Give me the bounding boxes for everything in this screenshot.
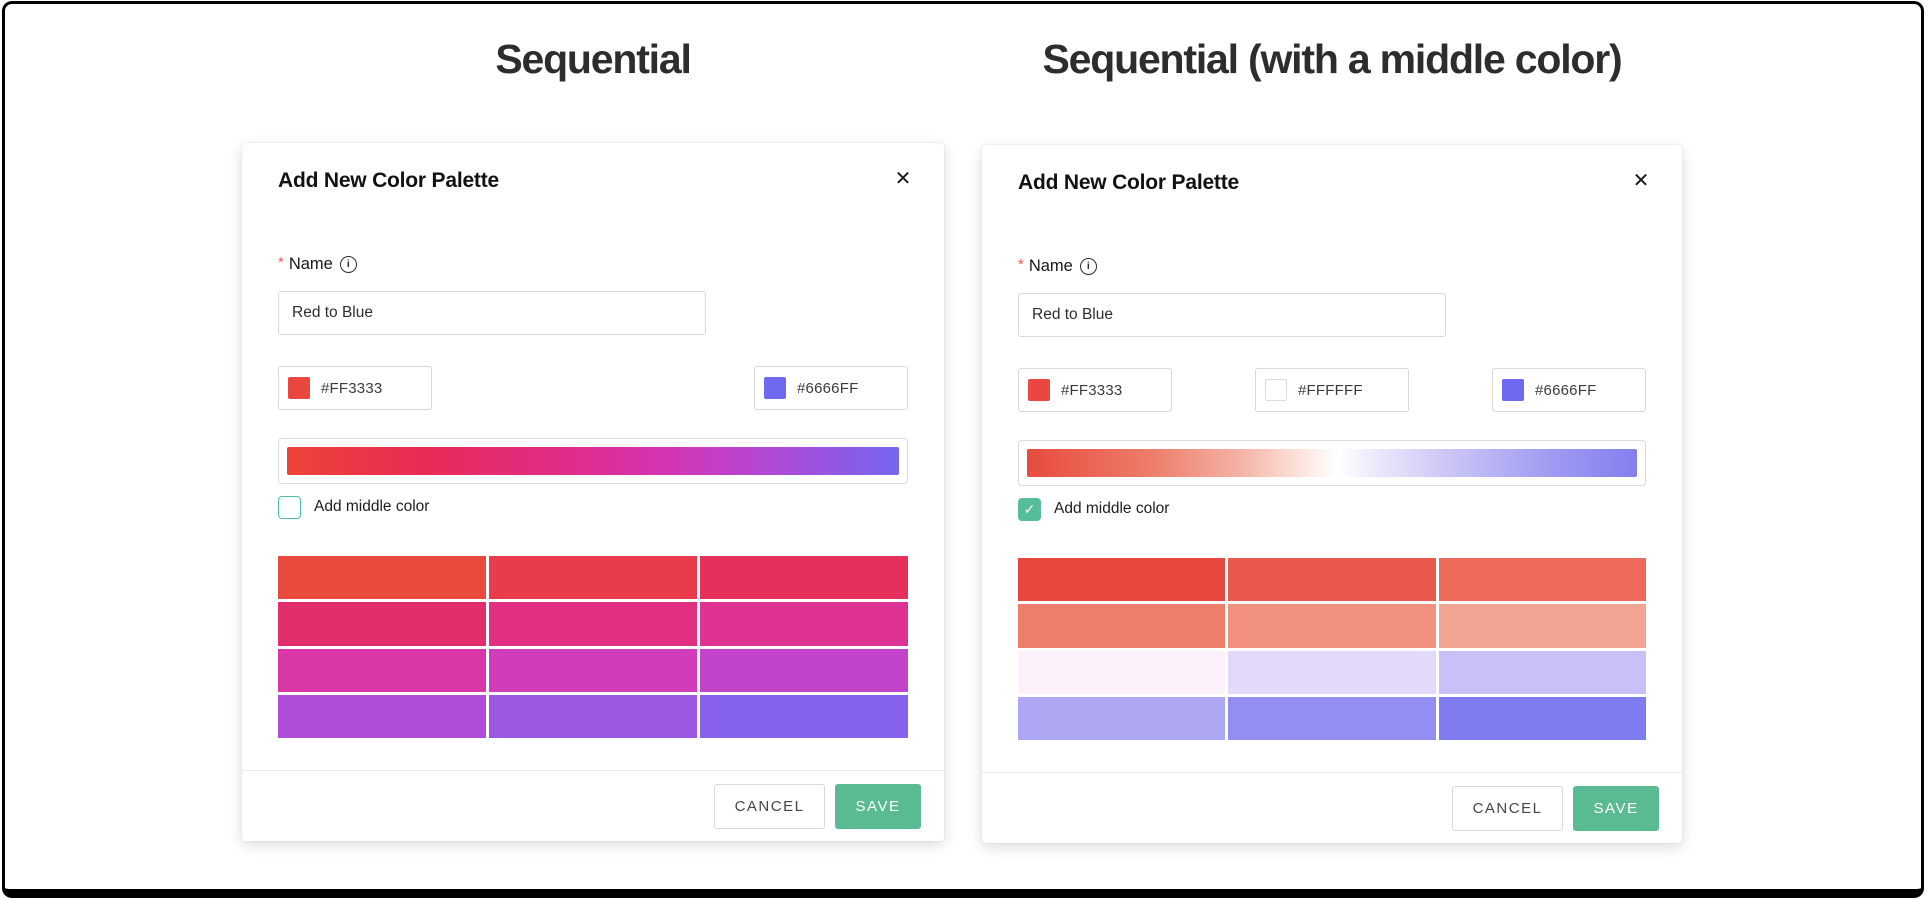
add-palette-dialog-left: Add New Color Palette ✕ * Name i #FF3333… [242, 143, 944, 841]
palette-cell [1438, 604, 1646, 648]
dialog-footer: CANCEL SAVE [242, 770, 944, 841]
palette-cell [1018, 650, 1226, 694]
end-color-hex: #6666FF [1535, 381, 1597, 399]
dialog-title: Add New Color Palette [1018, 171, 1239, 194]
name-label: Name [288, 254, 333, 273]
palette-cell [278, 694, 486, 738]
palette-cell [1228, 558, 1436, 602]
palette-cell [700, 602, 908, 646]
start-color-swatch[interactable] [1028, 379, 1050, 401]
save-button[interactable]: SAVE [835, 783, 921, 829]
palette-cell [489, 648, 697, 692]
palette-cell [1018, 558, 1226, 602]
add-palette-dialog-right: Add New Color Palette ✕ * Name i #FF3333… [982, 145, 1682, 843]
palette-cell [1438, 650, 1646, 694]
color-inputs-row: #FF3333 #FFFFFF #6666FF [1018, 368, 1646, 412]
add-middle-color-checkbox[interactable] [278, 495, 301, 519]
palette-cell [278, 602, 486, 646]
start-color-swatch[interactable] [288, 377, 310, 399]
start-color-hex: #FF3333 [1061, 381, 1123, 399]
gradient-preview-bar [287, 447, 899, 475]
dialog-footer: CANCEL SAVE [982, 772, 1682, 843]
middle-color-input[interactable]: #FFFFFF [1255, 368, 1409, 412]
palette-cell [1228, 604, 1436, 648]
dialog-title: Add New Color Palette [278, 169, 499, 192]
cancel-button[interactable]: CANCEL [714, 783, 825, 829]
palette-cell [1018, 604, 1226, 648]
palette-cell [278, 648, 486, 692]
name-label-row: * Name i [1018, 255, 1097, 277]
palette-cell [1228, 650, 1436, 694]
palette-cell [278, 556, 486, 600]
gradient-preview-frame [1018, 440, 1646, 486]
section-title-sequential: Sequential [495, 36, 692, 82]
add-middle-color-label: Add middle color [314, 498, 430, 515]
color-inputs-row: #FF3333 #6666FF [278, 366, 908, 410]
end-color-input[interactable]: #6666FF [754, 366, 908, 410]
add-middle-color-label: Add middle color [1054, 500, 1170, 517]
close-icon[interactable]: ✕ [894, 167, 912, 190]
gradient-preview-bar [1027, 449, 1637, 477]
palette-name-input[interactable] [278, 291, 706, 335]
middle-color-row: Add middle color [278, 495, 429, 519]
name-label-row: * Name i [278, 253, 357, 275]
palette-cell [1438, 558, 1646, 602]
close-icon[interactable]: ✕ [1632, 169, 1650, 192]
middle-color-row: ✓ Add middle color [1018, 497, 1169, 521]
end-color-hex: #6666FF [797, 379, 859, 397]
palette-cell [700, 648, 908, 692]
middle-color-hex: #FFFFFF [1298, 381, 1363, 399]
info-icon: i [339, 255, 357, 273]
start-color-hex: #FF3333 [321, 379, 383, 397]
gradient-preview-frame [278, 438, 908, 484]
palette-cell [700, 556, 908, 600]
start-color-input[interactable]: #FF3333 [278, 366, 432, 410]
palette-cell [1438, 696, 1646, 740]
palette-cell [700, 694, 908, 738]
info-icon: i [1079, 257, 1097, 275]
end-color-swatch[interactable] [1502, 379, 1524, 401]
start-color-input[interactable]: #FF3333 [1018, 368, 1172, 412]
section-title-sequential-middle: Sequential (with a middle color) [1042, 36, 1623, 82]
palette-cell [1018, 696, 1226, 740]
end-color-input[interactable]: #6666FF [1492, 368, 1646, 412]
palette-preview-grid [278, 556, 908, 738]
palette-cell [489, 602, 697, 646]
required-marker: * [1018, 255, 1024, 273]
middle-color-swatch[interactable] [1265, 379, 1287, 401]
palette-cell [489, 556, 697, 600]
palette-cell [489, 694, 697, 738]
add-middle-color-checkbox[interactable]: ✓ [1018, 497, 1041, 521]
end-color-swatch[interactable] [764, 377, 786, 399]
cancel-button[interactable]: CANCEL [1452, 785, 1563, 831]
palette-preview-grid [1018, 558, 1646, 740]
required-marker: * [278, 253, 284, 271]
save-button[interactable]: SAVE [1573, 785, 1659, 831]
palette-cell [1228, 696, 1436, 740]
palette-name-input[interactable] [1018, 293, 1446, 337]
name-label: Name [1028, 256, 1073, 275]
